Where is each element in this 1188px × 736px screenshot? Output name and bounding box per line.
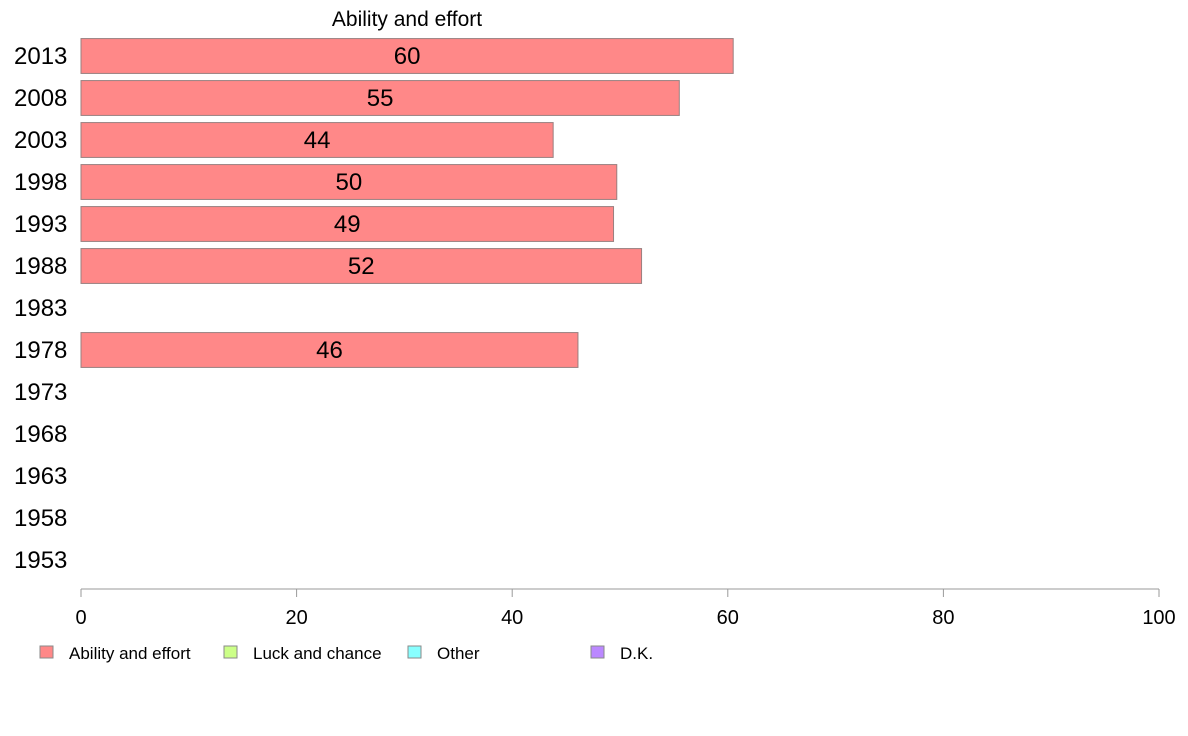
legend-label: Luck and chance	[253, 644, 382, 663]
bar	[80, 248, 643, 284]
x-tick-label: 40	[501, 607, 523, 629]
legend-swatch	[407, 645, 422, 659]
chart-title: Ability and effort	[332, 8, 482, 31]
legend: Ability and effort Luck and chance Other D.…	[39, 644, 653, 663]
category-label: 2008	[14, 85, 67, 112]
category-label: 2003	[14, 127, 67, 154]
bar-value-label: 52	[348, 253, 375, 280]
legend-swatch	[590, 645, 605, 659]
category-label: 1988	[14, 253, 67, 280]
legend-label: Other	[437, 644, 480, 663]
category-label: 1968	[14, 421, 67, 448]
bar	[80, 164, 618, 200]
legend-label: D.K.	[620, 644, 653, 663]
bar	[80, 80, 680, 116]
category-label: 1978	[14, 337, 67, 364]
category-label: 1953	[14, 547, 67, 574]
category-label: 1983	[14, 295, 67, 322]
x-tick-label: 80	[932, 607, 954, 629]
category-label: 1993	[14, 211, 67, 238]
bar-value-label: 46	[316, 337, 343, 364]
bar-value-label: 50	[336, 169, 363, 196]
x-axis: 0 20 40 60 80 100	[75, 588, 1176, 629]
bar	[80, 122, 554, 158]
bar	[80, 38, 734, 74]
bar-value-label: 55	[367, 85, 394, 112]
x-tick-label: 100	[1142, 607, 1175, 629]
legend-swatch	[39, 645, 54, 659]
bar	[80, 206, 615, 242]
category-label: 1973	[14, 379, 67, 406]
category-label: 1998	[14, 169, 67, 196]
category-label: 1958	[14, 505, 67, 532]
x-tick-label: 60	[717, 607, 739, 629]
x-tick-label: 0	[75, 607, 86, 629]
x-tick-label: 20	[285, 607, 307, 629]
category-label: 2013	[14, 43, 67, 70]
category-label: 1963	[14, 463, 67, 490]
legend-swatch	[223, 645, 238, 659]
bar-value-label: 60	[394, 43, 421, 70]
bar	[80, 332, 579, 368]
legend-label: Ability and effort	[69, 644, 191, 663]
category-labels: 2013 2008 2003 1998 1993 1988 1983 1978 1973 1968…	[14, 43, 67, 574]
bar-value-label: 44	[304, 127, 331, 154]
bar-value-label: 49	[334, 211, 361, 238]
